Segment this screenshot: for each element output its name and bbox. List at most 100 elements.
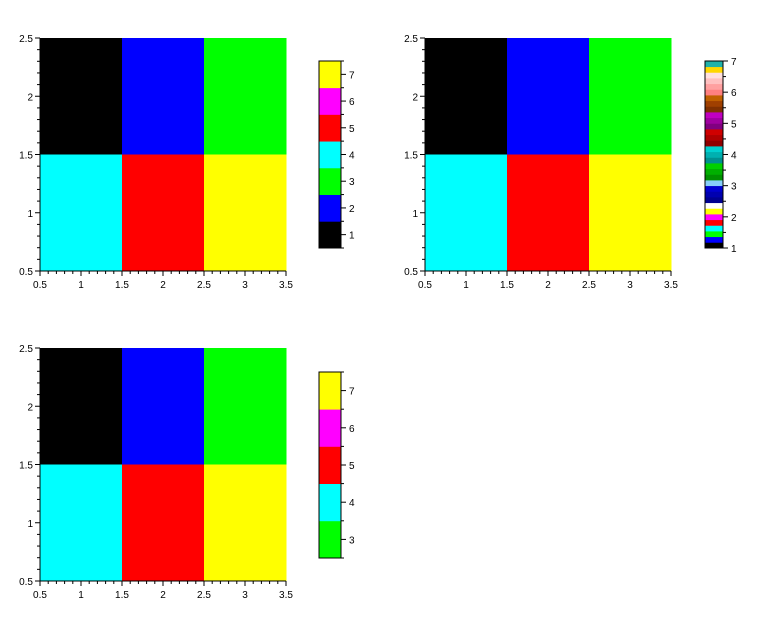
colorbar-swatch <box>705 140 723 147</box>
x-tick-label: 2 <box>160 280 166 291</box>
colorbar-swatch <box>705 202 723 209</box>
colorbar-swatch <box>705 61 723 68</box>
colorbar-tick-label: 6 <box>349 97 355 108</box>
y-tick-label: 2.5 <box>404 34 418 45</box>
colorbar: 1 2 3 4 5 6 7 <box>704 57 737 255</box>
x-tick-label: 1 <box>463 280 469 291</box>
heatmap-cell <box>507 154 590 272</box>
colorbar-swatch <box>319 372 341 410</box>
y-tick-label: 1.5 <box>19 461 33 472</box>
colorbar-swatch <box>705 236 723 243</box>
heatmap-cell <box>40 464 123 582</box>
colorbar-swatch <box>319 221 341 249</box>
plot-1: 0.5 1 1.5 2 2.5 3 3.5 0.5 1 1.5 2 2.5 1 2 3 4 5 6 7 <box>19 34 355 291</box>
heatmap-cell <box>122 348 205 465</box>
x-tick-label: 0.5 <box>418 280 432 291</box>
colorbar-swatch <box>319 483 341 522</box>
heatmap-cell <box>204 154 287 272</box>
colorbar-swatch <box>319 194 341 222</box>
colorbar-swatch <box>705 117 723 124</box>
colorbar-swatch <box>705 95 723 102</box>
heatmap-cell <box>425 38 508 155</box>
plot-2: 0.5 1 1.5 2 2.5 3 3.5 0.5 1 1.5 2 2.5 1 2 3 4 5 6 7 <box>404 34 737 291</box>
colorbar-swatch <box>705 129 723 136</box>
colorbar-tick-label: 3 <box>349 177 355 188</box>
heatmap-cell <box>204 348 287 465</box>
colorbar-swatch <box>705 225 723 232</box>
heatmap-cell <box>507 38 590 155</box>
y-tick-label: 2.5 <box>19 34 33 45</box>
colorbar-swatch <box>705 66 723 73</box>
colorbar-swatch <box>319 167 341 195</box>
colorbar-swatch <box>705 174 723 181</box>
y-tick-label: 1 <box>27 519 33 530</box>
colorbar-swatch <box>705 208 723 215</box>
colorbar-swatch <box>705 112 723 119</box>
heatmap-cell <box>204 38 287 155</box>
y-tick-label: 2 <box>412 92 418 103</box>
plot-3: 0.5 1 1.5 2 2.5 3 3.5 0.5 1 1.5 2 2.5 3 4 5 6 7 <box>19 344 355 601</box>
heatmap-cell <box>122 38 205 155</box>
y-tick-label: 0.5 <box>19 577 33 588</box>
colorbar-tick-label: 7 <box>731 57 737 68</box>
x-tick-label: 2.5 <box>582 280 596 291</box>
x-tick-label: 2 <box>545 280 551 291</box>
colorbar-tick-label: 7 <box>349 70 355 81</box>
colorbar: 1 2 3 4 5 6 7 <box>318 60 355 249</box>
colorbar-swatch <box>705 151 723 158</box>
heatmap-cell <box>122 154 205 272</box>
colorbar-tick-label: 4 <box>731 151 737 162</box>
x-tick-label: 3 <box>242 280 248 291</box>
heatmap-cell <box>204 464 287 582</box>
x-tick-label: 2.5 <box>197 280 211 291</box>
colorbar: 3 4 5 6 7 <box>318 371 355 559</box>
colorbar-tick-label: 3 <box>731 182 737 193</box>
colorbar-tick-label: 6 <box>731 88 737 99</box>
heatmap-cell <box>40 154 123 272</box>
colorbar-swatch <box>319 520 341 559</box>
colorbar-swatch <box>705 197 723 204</box>
x-tick-label: 1.5 <box>115 590 129 601</box>
colorbar-tick-label: 2 <box>731 213 737 224</box>
x-tick-label: 0.5 <box>33 590 47 601</box>
colorbar-tick-label: 5 <box>349 124 355 135</box>
colorbar-tick-label: 2 <box>349 204 355 215</box>
x-tick-label: 2 <box>160 590 166 601</box>
colorbar-tick-label: 1 <box>731 244 737 255</box>
y-tick-label: 0.5 <box>19 267 33 278</box>
x-tick-label: 2.5 <box>197 590 211 601</box>
colorbar-swatch <box>705 163 723 170</box>
colorbar-swatch <box>705 123 723 130</box>
colorbar-swatch <box>705 185 723 192</box>
colorbar-tick-label: 1 <box>349 231 355 242</box>
heatmap-cell <box>589 38 672 155</box>
x-tick-label: 0.5 <box>33 280 47 291</box>
heatmap-cell <box>122 464 205 582</box>
x-tick-label: 1.5 <box>115 280 129 291</box>
heatmap-cell <box>40 38 123 155</box>
heatmap-cell <box>40 348 123 465</box>
x-tick-label: 3.5 <box>279 590 293 601</box>
colorbar-swatch <box>705 89 723 96</box>
y-tick-label: 0.5 <box>404 267 418 278</box>
x-tick-label: 1 <box>78 590 84 601</box>
colorbar-tick-label: 4 <box>349 151 355 162</box>
colorbar-swatch <box>705 180 723 187</box>
colorbar-swatch <box>705 83 723 90</box>
x-tick-label: 3.5 <box>664 280 678 291</box>
x-tick-label: 3 <box>627 280 633 291</box>
heatmap-cell <box>425 154 508 272</box>
x-tick-label: 3.5 <box>279 280 293 291</box>
colorbar-swatch <box>319 141 341 169</box>
x-tick-label: 1.5 <box>500 280 514 291</box>
y-tick-label: 1 <box>412 209 418 220</box>
colorbar-swatch <box>705 146 723 153</box>
colorbar-tick-label: 3 <box>349 535 355 546</box>
colorbar-swatch <box>705 214 723 221</box>
colorbar-swatch <box>319 114 341 142</box>
colorbar-swatch <box>319 87 341 115</box>
colorbar-swatch <box>705 100 723 107</box>
y-tick-label: 2.5 <box>19 344 33 355</box>
colorbar-swatch <box>705 219 723 226</box>
